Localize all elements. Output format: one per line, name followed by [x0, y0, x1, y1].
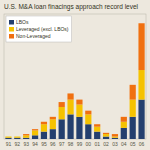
bar — [121, 122, 127, 128]
legend: LBOsLeveraged (excl. LBOs)Non-Leveraged — [6, 16, 72, 42]
title: U.S. M&A loan finacings approach record … — [4, 3, 139, 11]
bar — [23, 134, 29, 135]
legend-box — [6, 16, 72, 42]
bar — [14, 136, 20, 137]
chart: U.S. M&A loan finacings approach record … — [0, 0, 150, 150]
bar — [85, 111, 91, 115]
bar — [50, 117, 56, 119]
bar — [67, 114, 73, 139]
x-tick-label: 93 — [23, 141, 29, 147]
bar — [32, 130, 38, 135]
bar — [32, 129, 38, 130]
bar — [130, 85, 136, 100]
bar — [112, 137, 118, 138]
x-tick-label: 98 — [68, 141, 74, 147]
bar — [103, 137, 109, 139]
x-tick-label: 95 — [41, 141, 47, 147]
x-tick-label: 94 — [32, 141, 38, 147]
x-tick-label: 00 — [86, 141, 92, 147]
x-tick-label: 96 — [50, 141, 56, 147]
bar — [50, 129, 56, 139]
x-tick-label: 03 — [112, 141, 118, 147]
x-tick-label: 02 — [103, 141, 109, 147]
bar — [59, 102, 65, 107]
legend-label: Non-Leveraged — [16, 33, 51, 39]
bar — [32, 135, 38, 139]
bar — [59, 107, 65, 119]
legend-label: LBOs — [16, 19, 29, 25]
bar — [85, 114, 91, 124]
bar — [5, 138, 11, 139]
x-tick-label: 05 — [130, 141, 136, 147]
bar — [138, 100, 144, 139]
bar — [41, 122, 47, 124]
x-tick-label: 01 — [94, 141, 100, 147]
bar — [5, 137, 11, 138]
bar — [121, 117, 127, 122]
bar — [138, 70, 144, 100]
bar — [130, 117, 136, 139]
bar — [41, 132, 47, 139]
bar — [59, 119, 65, 139]
bar — [112, 134, 118, 136]
legend-swatch — [9, 20, 14, 25]
bar — [85, 124, 91, 139]
legend-label: Leveraged (excl. LBOs) — [16, 26, 69, 32]
bar — [67, 100, 73, 115]
bar — [103, 133, 109, 134]
bar — [23, 135, 29, 137]
bar — [121, 128, 127, 139]
bar — [94, 124, 100, 126]
legend-swatch — [9, 34, 14, 39]
bar — [76, 117, 82, 139]
bar — [138, 23, 144, 70]
bar — [103, 134, 109, 136]
bar — [67, 93, 73, 99]
x-tick-label: 99 — [77, 141, 83, 147]
bar — [23, 138, 29, 139]
bar — [112, 138, 118, 139]
bar — [76, 100, 82, 105]
bar — [41, 124, 47, 131]
x-tick-label: 06 — [139, 141, 145, 147]
x-tick-label: 97 — [59, 141, 65, 147]
x-tick-label: 92 — [15, 141, 21, 147]
bar — [94, 127, 100, 132]
bar — [50, 119, 56, 129]
plot-frame — [4, 14, 146, 139]
bar — [14, 138, 20, 139]
bar — [130, 100, 136, 117]
legend-swatch — [9, 27, 14, 32]
bar — [94, 132, 100, 139]
bar — [14, 137, 20, 138]
bar — [76, 105, 82, 117]
bar — [5, 136, 11, 137]
x-tick-label: 04 — [121, 141, 127, 147]
x-tick-label: 91 — [6, 141, 12, 147]
